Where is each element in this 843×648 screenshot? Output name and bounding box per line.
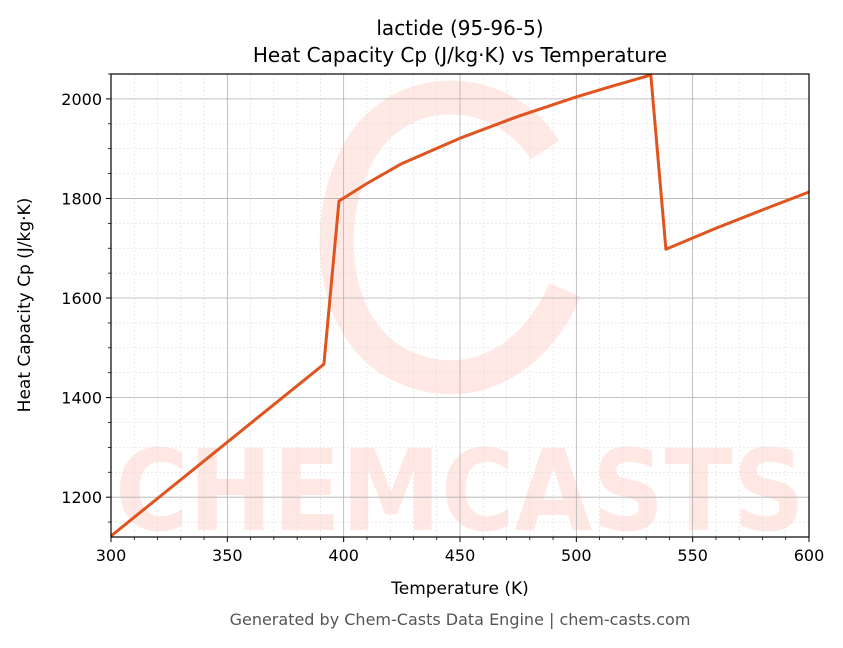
series (110, 73, 810, 538)
ticks: 300 350 400 450 500 550 600 1200 1400 1600 1800 200… (61, 73, 825, 565)
y-tick-label: 1400 (61, 389, 102, 408)
y-axis-label: Heat Capacity Cp (J/kg·K) (15, 198, 35, 413)
y-tick-label: 1800 (61, 189, 102, 208)
chart-title: lactide (95-96-5) (376, 16, 543, 40)
x-axis-label: Temperature (K) (390, 579, 529, 599)
grid (110, 73, 810, 537)
y-tick-label: 2000 (61, 90, 102, 109)
x-tick-label: 300 (96, 546, 127, 565)
chart-subtitle: Heat Capacity Cp (J/kg·K) vs Temperature (253, 43, 667, 67)
y-tick-label: 1600 (61, 289, 102, 308)
x-tick-label: 350 (212, 546, 243, 565)
x-tick-label: 450 (445, 546, 476, 565)
footer: Generated by Chem-Casts Data Engine | ch… (230, 610, 691, 629)
x-tick-label: 600 (794, 546, 825, 565)
series-line (110, 73, 810, 538)
x-tick-label: 500 (561, 546, 592, 565)
x-tick-label: 550 (677, 546, 708, 565)
y-tick-label: 1200 (61, 488, 102, 507)
x-tick-label: 400 (328, 546, 359, 565)
